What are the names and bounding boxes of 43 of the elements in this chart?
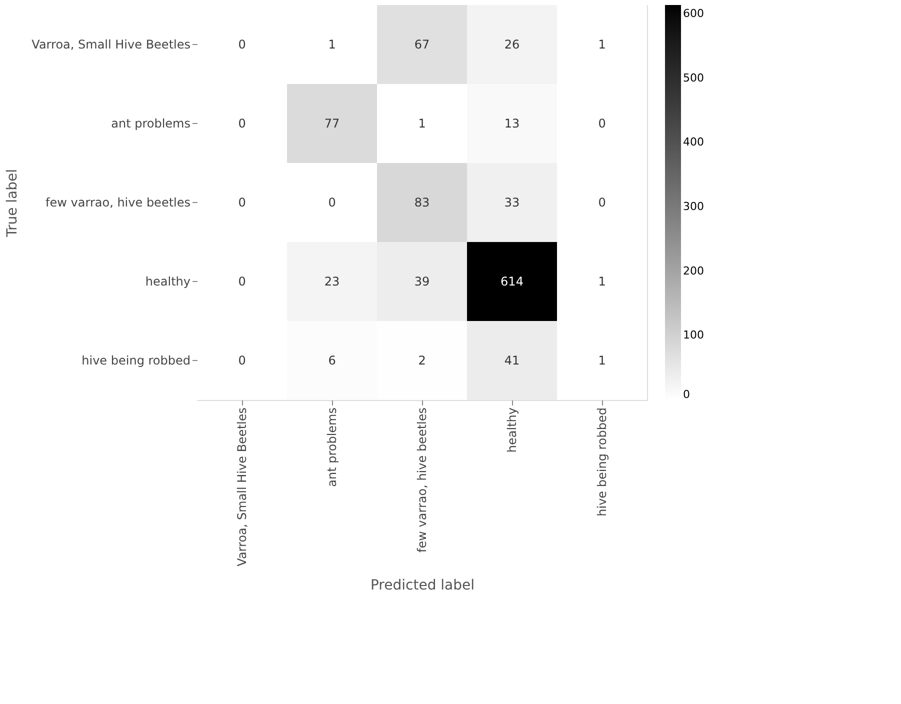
y-tick-label: Varroa, Small Hive Beetles [32, 38, 190, 52]
color-bar-label: 400 [683, 136, 704, 149]
data-label: 13 [504, 116, 520, 130]
data-label: 1 [328, 38, 336, 52]
data-label: 0 [598, 116, 606, 130]
data-label: 1 [598, 38, 606, 52]
x-tick-label: ant problems [325, 408, 339, 487]
data-label: 0 [238, 38, 246, 52]
data-label: 67 [414, 38, 430, 52]
data-label: 77 [324, 116, 340, 130]
x-tick-label: few varrao, hive beetles [415, 408, 429, 552]
data-label: 0 [238, 354, 246, 368]
color-bar-label: 600 [683, 7, 704, 20]
data-label: 39 [414, 274, 430, 288]
data-label: 33 [504, 196, 520, 210]
data-label: 1 [598, 354, 606, 368]
x-tick-label: hive being robbed [595, 408, 609, 516]
color-bar-label: 100 [683, 328, 704, 342]
data-label: 2 [418, 354, 426, 368]
y-tick-label: ant problems [111, 116, 190, 130]
data-label: 1 [418, 116, 426, 130]
data-label: 0 [238, 116, 246, 130]
color-bar-label: 500 [683, 71, 704, 84]
color-bar-label: 300 [683, 200, 704, 214]
y-tick-label: healthy [145, 274, 190, 288]
data-label: 0 [238, 274, 246, 288]
y-tick-label: few varrao, hive beetles [46, 196, 190, 210]
color-bar-label: 200 [683, 264, 704, 278]
data-label: 26 [504, 38, 520, 52]
color-bar-label: 0 [683, 388, 690, 401]
y-tick-label: hive being robbed [82, 354, 190, 368]
data-label: 0 [598, 196, 606, 210]
x-axis-title: Predicted label [370, 577, 475, 594]
data-label: 614 [500, 274, 524, 288]
data-label: 23 [324, 274, 340, 288]
data-label: 0 [328, 196, 336, 210]
data-label: 41 [504, 354, 520, 368]
data-label: 83 [414, 196, 430, 210]
y-axis-title: True label [4, 168, 21, 238]
data-label: 6 [328, 354, 336, 368]
data-label: 0 [238, 196, 246, 210]
x-tick-label: healthy [505, 408, 519, 453]
data-label: 1 [598, 274, 606, 288]
